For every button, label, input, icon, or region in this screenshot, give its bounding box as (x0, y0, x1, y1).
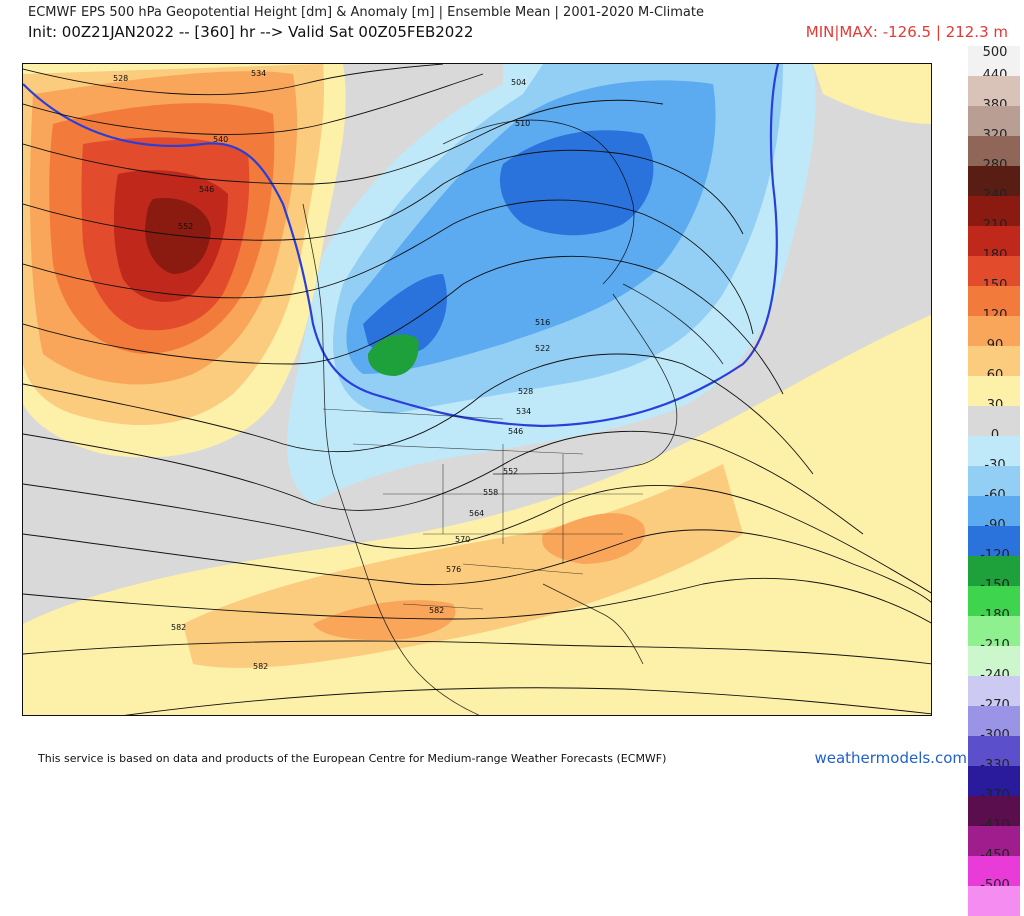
ridge-atlantic (813, 64, 931, 124)
legend-swatch (968, 436, 1020, 466)
legend-swatch (968, 736, 1020, 766)
contour-label: 558 (483, 488, 498, 497)
trough-150-core (367, 334, 419, 376)
contour-label: 546 (199, 185, 214, 194)
contour-label: 570 (455, 535, 470, 544)
legend-swatch (968, 526, 1020, 556)
min-max-readout: MIN|MAX: -126.5 | 212.3 m (805, 23, 1008, 41)
legend-swatch (968, 286, 1020, 316)
legend-swatch (968, 556, 1020, 586)
init-valid-time: Init: 00Z21JAN2022 -- [360] hr --> Valid… (28, 23, 474, 41)
coastlines (302, 119, 724, 715)
legend-swatch (968, 226, 1020, 256)
contour-label: 528 (113, 74, 128, 83)
contour-label: 552 (178, 222, 193, 231)
contour-label: 552 (503, 467, 518, 476)
legend-swatch (968, 256, 1020, 286)
ridge-210 (145, 198, 211, 274)
legend-swatch (968, 406, 1020, 436)
legend-swatch (968, 496, 1020, 526)
contour-label: 582 (429, 606, 444, 615)
legend-swatch (968, 376, 1020, 406)
legend-swatch (968, 46, 1020, 76)
contour-label: 540 (213, 135, 228, 144)
legend-swatch (968, 316, 1020, 346)
contour-label: 504 (511, 78, 526, 87)
trough-120-west (363, 274, 447, 355)
political-borders (322, 408, 643, 610)
legend-swatch (968, 676, 1020, 706)
chart-title: ECMWF EPS 500 hPa Geopotential Height [d… (28, 5, 704, 20)
height-contours (23, 64, 931, 715)
legend-swatch (968, 196, 1020, 226)
trough-120-north (499, 130, 654, 236)
legend-swatch (968, 166, 1020, 196)
contour-label: 528 (518, 387, 533, 396)
contour-label: 546 (508, 427, 523, 436)
legend-swatch (968, 646, 1020, 676)
contour-label: 510 (515, 119, 530, 128)
site-link[interactable]: weathermodels.com (814, 749, 967, 767)
contour-label: 534 (251, 69, 266, 78)
legend-swatch (968, 616, 1020, 646)
zero-anomaly-contour (23, 64, 780, 428)
contour-label: 564 (469, 509, 484, 518)
legend-swatch (968, 346, 1020, 376)
contour-label: 516 (535, 318, 550, 327)
map-panel: 528 534 540 546 552 504 510 516 522 528 … (22, 63, 932, 716)
contour-labels: 528 534 540 546 552 504 510 516 522 528 … (113, 69, 550, 671)
legend-swatch (968, 106, 1020, 136)
contour-label: 582 (253, 662, 268, 671)
legend-swatch (968, 136, 1020, 166)
contour-label: 522 (535, 344, 550, 353)
contour-label: 576 (446, 565, 461, 574)
legend-swatch (968, 886, 1020, 916)
color-legend: 4403803202802402101801501209060300-30-60… (968, 45, 1022, 916)
anomaly-warm-se-us (542, 513, 645, 564)
legend-label: 0 (968, 429, 1022, 443)
legend-swatch (968, 586, 1020, 616)
legend-label: 500 (982, 45, 1008, 60)
legend-swatch (968, 76, 1020, 106)
contour-label: 582 (171, 623, 186, 632)
attribution-text: This service is based on data and produc… (38, 752, 667, 765)
anomaly-map: 528 534 540 546 552 504 510 516 522 528 … (23, 64, 931, 715)
legend-swatch (968, 706, 1020, 736)
legend-swatch (968, 466, 1020, 496)
contour-label: 534 (516, 407, 531, 416)
